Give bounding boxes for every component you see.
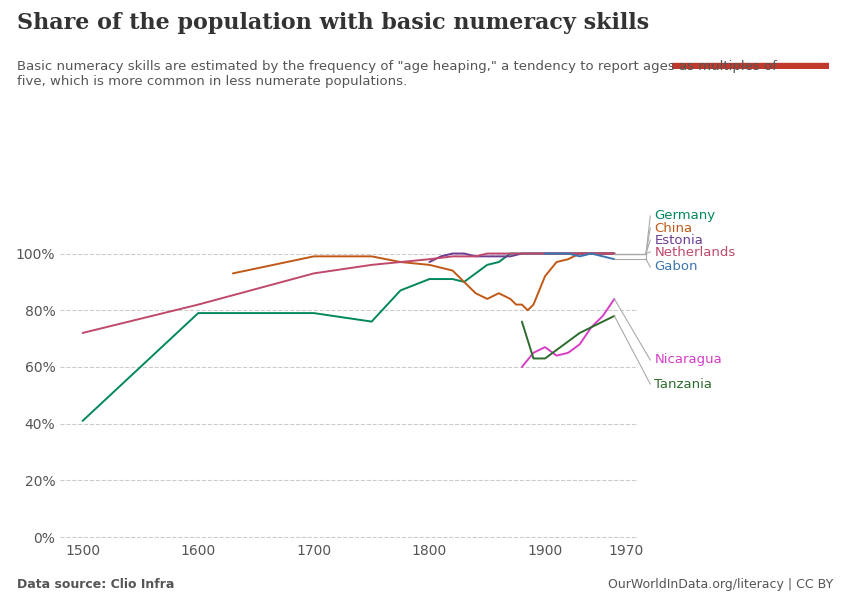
- Text: Share of the population with basic numeracy skills: Share of the population with basic numer…: [17, 12, 649, 34]
- Text: Basic numeracy skills are estimated by the frequency of "age heaping," a tendenc: Basic numeracy skills are estimated by t…: [17, 60, 777, 88]
- Text: in Data: in Data: [723, 36, 777, 49]
- Text: Our World: Our World: [712, 17, 788, 30]
- Text: Germany: Germany: [654, 209, 716, 223]
- Text: Estonia: Estonia: [654, 233, 703, 247]
- Text: Netherlands: Netherlands: [654, 245, 736, 259]
- Text: Nicaragua: Nicaragua: [654, 353, 722, 367]
- Text: China: China: [654, 221, 693, 235]
- Text: Tanzania: Tanzania: [654, 377, 712, 391]
- Text: Data source: Clio Infra: Data source: Clio Infra: [17, 578, 174, 591]
- Text: Gabon: Gabon: [654, 260, 698, 274]
- Text: OurWorldInData.org/literacy | CC BY: OurWorldInData.org/literacy | CC BY: [608, 578, 833, 591]
- Bar: [672, 63, 829, 69]
